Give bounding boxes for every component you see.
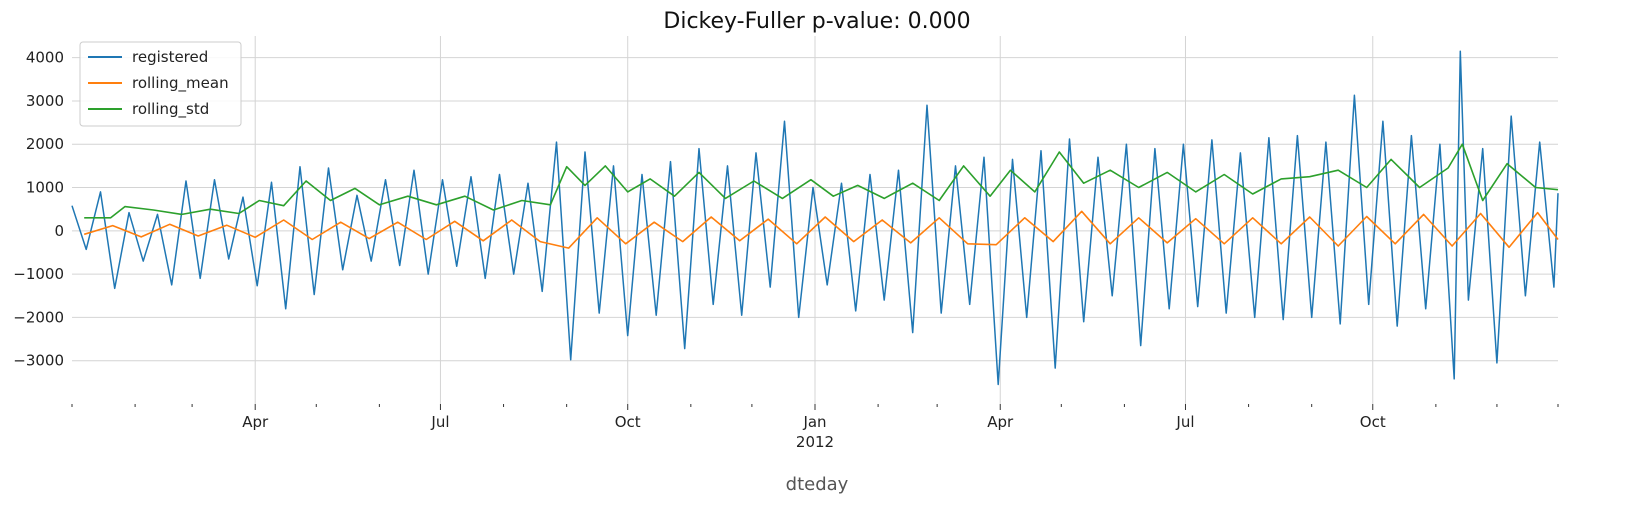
x-tick-label: Jul xyxy=(1175,413,1194,431)
y-tick-label: 0 xyxy=(54,222,64,240)
y-tick-label: 3000 xyxy=(26,92,64,110)
series-line-rolling-std xyxy=(84,143,1559,219)
series-line-rolling-mean xyxy=(83,210,1559,249)
series-layer xyxy=(71,50,1559,386)
legend-label: rolling_mean xyxy=(132,74,229,93)
y-tick-label: 2000 xyxy=(26,135,64,153)
x-tick-label: Oct xyxy=(615,413,641,431)
legend-label: registered xyxy=(132,48,208,66)
y-tick-label: −3000 xyxy=(13,352,64,370)
x-tick-label: Jul xyxy=(430,413,449,431)
y-tick-label: 1000 xyxy=(26,179,64,197)
legend-frame xyxy=(79,41,242,127)
y-tick-label: 4000 xyxy=(26,49,64,67)
series-line-registered xyxy=(71,50,1559,386)
x-tick-label: Jan xyxy=(802,413,826,431)
chart-title: Dickey-Fuller p-value: 0.000 xyxy=(663,9,970,34)
legend-label: rolling_std xyxy=(132,100,209,119)
x-tick-label: Oct xyxy=(1360,413,1386,431)
x-tick-year-label: 2012 xyxy=(796,433,834,451)
grid-layer xyxy=(72,36,1558,404)
y-tick-label: −2000 xyxy=(13,308,64,326)
legend: registered rolling_mean rolling_std xyxy=(79,41,242,127)
y-tick-label: −1000 xyxy=(13,265,64,283)
x-tick-label: Apr xyxy=(242,413,269,431)
x-tick-label: Apr xyxy=(987,413,1014,431)
x-axis-label: dteday xyxy=(786,474,849,495)
axis-layer: −3000 −2000 −1000 0 1000 2000 3000 4000 Apr Jul Oc… xyxy=(13,49,1559,451)
